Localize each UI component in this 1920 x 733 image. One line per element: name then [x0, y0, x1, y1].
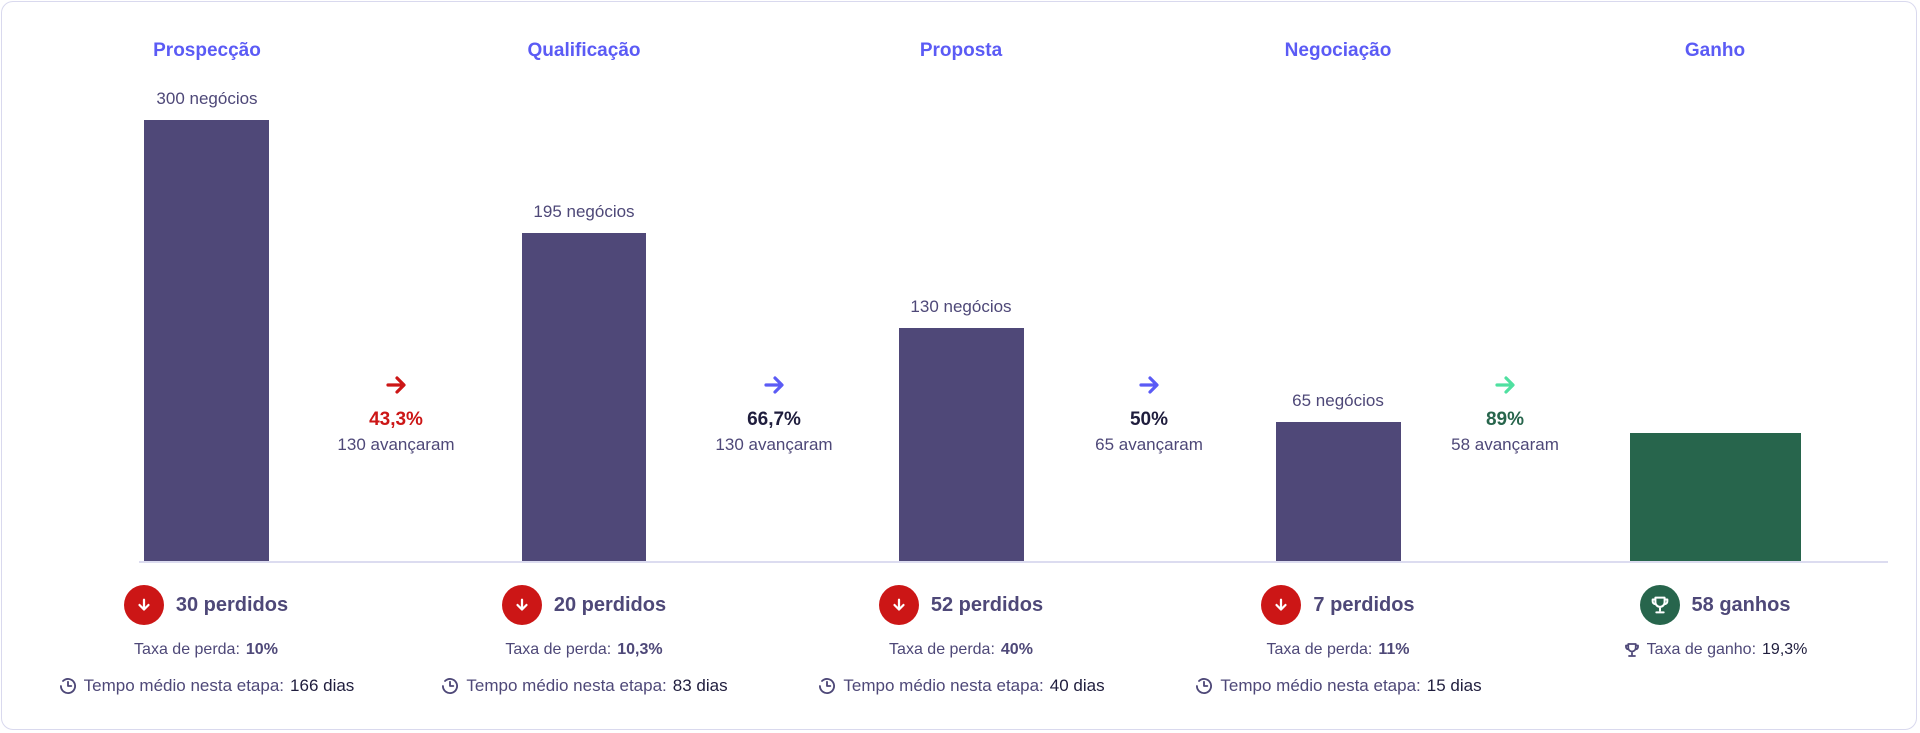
arrow-down-icon: [501, 585, 542, 625]
stage-title-qualificacao: Qualificação: [527, 40, 641, 61]
lost-count: 52 perdidos: [930, 593, 1044, 616]
stage-title-proposta: Proposta: [919, 40, 1003, 61]
win-rate-label: Taxa de ganho:: [1646, 641, 1757, 658]
loss-rate-label: Taxa de perda:: [505, 641, 612, 658]
conversion-1: 43,3% 130 avançaram: [296, 373, 496, 455]
stage-title-negociacao: Negociação: [1284, 40, 1392, 61]
arrow-right-icon: [1495, 376, 1515, 394]
conversion-advanced: 58 avançaram: [1451, 435, 1559, 454]
lost-count: 7 perdidos: [1313, 593, 1415, 616]
arrow-down-icon: [1261, 585, 1302, 625]
stage-stats-ganho: 58 ganhos Taxa de ganho: 19,3%: [1535, 585, 1895, 659]
win-rate-value: 19,3%: [1762, 641, 1808, 658]
arrow-right-icon: [386, 376, 406, 394]
arrow-down-icon: [878, 585, 919, 625]
time-label: Tempo médio nesta etapa:: [83, 676, 285, 695]
chart-baseline: [139, 561, 1888, 563]
loss-rate-value: 10,3%: [617, 641, 663, 658]
conversion-advanced: 65 avançaram: [1095, 435, 1203, 454]
count-label-prospeccao: 300 negócios: [156, 89, 258, 108]
count-label-qualificacao: 195 negócios: [533, 202, 635, 221]
loss-rate-value: 10%: [245, 641, 278, 658]
conversion-pct: 89%: [1485, 409, 1525, 430]
bar-qualificacao[interactable]: [522, 233, 646, 561]
time-value: 83 dias: [672, 676, 728, 695]
time-value: 166 dias: [290, 676, 355, 695]
conversion-pct: 50%: [1129, 409, 1169, 430]
loss-rate-label: Taxa de perda:: [889, 641, 995, 658]
clock-icon: [1196, 678, 1213, 695]
loss-rate-value: 40%: [1000, 641, 1033, 658]
time-label: Tempo médio nesta etapa:: [843, 676, 1044, 695]
conversion-2: 66,7% 130 avançaram: [674, 373, 874, 455]
time-value: 40 dias: [1049, 676, 1105, 695]
loss-rate-value: 11%: [1378, 641, 1410, 658]
conversion-advanced: 130 avançaram: [337, 435, 455, 454]
bar-ganho[interactable]: [1630, 433, 1801, 561]
conversion-pct: 66,7%: [747, 409, 801, 430]
stage-title-prospeccao: Prospecção: [153, 40, 261, 61]
lost-count: 30 perdidos: [175, 593, 289, 616]
bar-negociacao[interactable]: [1276, 422, 1401, 561]
bar-prospeccao[interactable]: [144, 120, 269, 561]
time-label: Tempo médio nesta etapa:: [1220, 676, 1421, 695]
conversion-3: 50% 65 avançaram: [1049, 373, 1249, 455]
arrow-right-icon: [1139, 376, 1159, 394]
clock-icon: [442, 678, 459, 695]
trophy-icon: [1624, 643, 1639, 657]
time-value: 15 dias: [1426, 676, 1482, 695]
clock-icon: [59, 678, 76, 695]
time-label: Tempo médio nesta etapa:: [466, 676, 667, 695]
conversion-advanced: 130 avançaram: [715, 435, 833, 454]
lost-count: 20 perdidos: [553, 593, 667, 616]
bar-proposta[interactable]: [899, 328, 1024, 561]
stage-title-ganho: Ganho: [1684, 40, 1746, 61]
stage-stats-negociacao: 7 perdidos Taxa de perda: 11% Tempo médio…: [1158, 585, 1518, 696]
trophy-icon: [1639, 585, 1680, 625]
won-count: 58 ganhos: [1691, 593, 1791, 616]
count-label-negociacao: 65 negócios: [1292, 391, 1384, 410]
clock-icon: [819, 678, 836, 695]
stage-stats-prospeccao: 30 perdidos Taxa de perda: 10% Tempo médi…: [26, 585, 386, 696]
loss-rate-label: Taxa de perda:: [134, 641, 240, 658]
conversion-pct: 43,3%: [369, 409, 423, 430]
count-label-proposta: 130 negócios: [910, 297, 1012, 316]
stage-stats-proposta: 52 perdidos Taxa de perda: 40% Tempo médi…: [781, 585, 1141, 696]
arrow-down-icon: [123, 585, 164, 625]
stage-stats-qualificacao: 20 perdidos Taxa de perda: 10,3% Tempo mé…: [404, 585, 764, 696]
arrow-right-icon: [764, 376, 784, 394]
conversion-4: 89% 58 avançaram: [1405, 373, 1605, 455]
loss-rate-label: Taxa de perda:: [1266, 641, 1373, 658]
